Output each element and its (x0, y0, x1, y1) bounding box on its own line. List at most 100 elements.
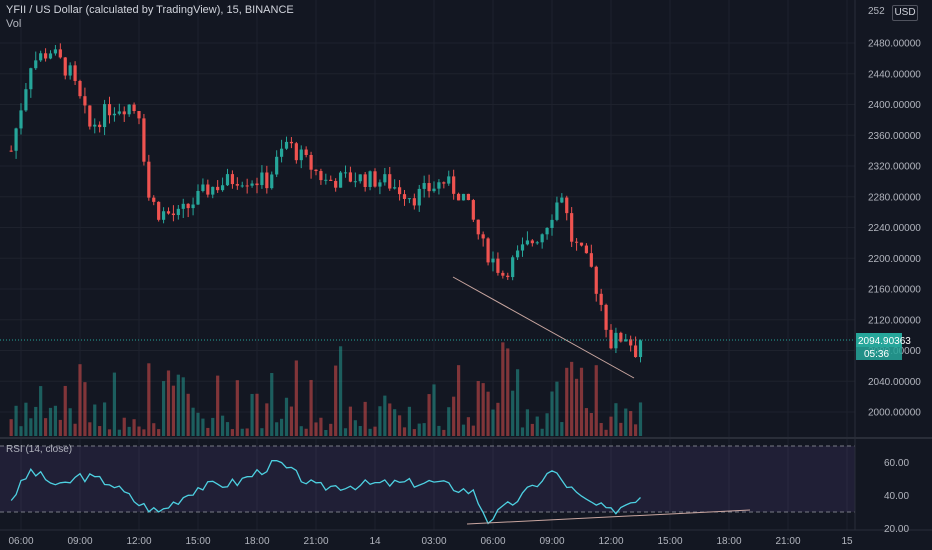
volume-bar (437, 425, 441, 436)
candle-body (402, 194, 407, 199)
candle-body (304, 149, 308, 155)
volume-bar (373, 426, 377, 436)
candle-body (117, 111, 121, 114)
candle-body (24, 89, 28, 111)
current-price-marker: 2094.90363 05:36 (856, 333, 911, 360)
volume-bar (166, 370, 171, 436)
candle-body (501, 272, 505, 276)
candle-body (624, 339, 628, 342)
candle-body (461, 193, 466, 201)
volume-bar (53, 405, 58, 436)
volume-bar (515, 369, 520, 436)
candle-body (412, 198, 416, 206)
currency-button[interactable]: USD (892, 5, 918, 21)
candle-body (225, 174, 230, 186)
price-axis-label: 2000.00000 (868, 408, 921, 419)
candle-body (368, 171, 372, 187)
volume-bar (422, 423, 426, 436)
volume-bar (432, 384, 436, 436)
volume-bar (363, 401, 367, 436)
candle-body (353, 181, 357, 183)
volume-bar (176, 374, 180, 436)
volume-bar (142, 429, 146, 436)
candle-body (93, 124, 97, 127)
candle-body (107, 104, 112, 116)
candle-body (378, 182, 382, 187)
candle-body (98, 124, 102, 128)
volume-bar (530, 423, 534, 436)
price-axis-label: 2040.00000 (868, 377, 921, 388)
price-axis-label: 2240.00000 (868, 223, 921, 234)
rsi-label[interactable]: RSI (14, close) (6, 444, 73, 455)
volume-bar (39, 386, 43, 436)
volume-bar (334, 365, 338, 436)
volume-bar (407, 406, 412, 436)
candle-body (456, 193, 461, 201)
volume-bar (93, 404, 97, 436)
candle-body (48, 53, 53, 59)
volume-bar (402, 427, 407, 436)
rsi-trendline[interactable] (466, 509, 751, 525)
volume-bar (466, 417, 471, 436)
time-axis-label: 15:00 (657, 536, 682, 547)
volume-bar (570, 361, 574, 436)
candle-body (383, 174, 387, 183)
candle-body (319, 171, 323, 181)
volume-bar (314, 422, 318, 436)
volume-bar (299, 426, 303, 436)
volume-bar (260, 428, 264, 436)
candle-body (255, 183, 259, 186)
time-axis-label: 15:00 (185, 536, 210, 547)
candle-body (132, 104, 136, 112)
volume-bar (34, 406, 38, 436)
price-axis-label: 2320.00000 (868, 162, 921, 173)
candle-body (137, 111, 141, 119)
volume-bar (230, 429, 235, 436)
candle-body (432, 188, 436, 192)
volume-bar (476, 381, 480, 436)
volume-bar (442, 429, 446, 436)
volume-bar (122, 417, 126, 436)
candle-body (58, 49, 62, 58)
candle-body (604, 304, 608, 330)
candle-body (240, 185, 244, 187)
volume-bar (471, 425, 475, 436)
volume-bar (550, 391, 554, 436)
countdown-label: 05:36 (864, 349, 889, 360)
volume-bar (157, 429, 161, 436)
volume-bar (560, 422, 564, 436)
volume-bar (481, 383, 485, 436)
time-axis-label: 18:00 (244, 536, 269, 547)
candle-body (294, 143, 298, 161)
symbol-title[interactable]: YFII / US Dollar (calculated by TradingV… (6, 4, 294, 16)
price-axis-labels[interactable]: 2480.00000 2440.00000 2400.00000 2360.00000… (868, 39, 921, 419)
volume-bar (279, 418, 284, 436)
volume-bar (638, 402, 643, 436)
candle-body (629, 339, 633, 346)
volume-bar (397, 415, 402, 436)
volume-bar (24, 402, 28, 436)
candle-body (584, 245, 589, 254)
volume-bar (255, 393, 259, 436)
candle-body (334, 180, 338, 188)
volume-bar (629, 411, 633, 436)
volume-bar (358, 426, 362, 436)
volume-bar (599, 423, 603, 436)
candle-body (579, 242, 584, 246)
volume-bar (383, 395, 387, 436)
candle-body (284, 141, 289, 149)
candle-body (112, 113, 117, 116)
volume-bar (147, 363, 151, 436)
price-trendline[interactable] (452, 276, 635, 379)
candle-body (506, 275, 510, 278)
volume-bar (201, 418, 205, 436)
candle-body (324, 179, 328, 181)
volume-bar (520, 427, 525, 436)
volume-bar (525, 409, 530, 436)
rsi-axis-labels[interactable]: 60.00 40.00 20.00 (884, 458, 909, 535)
candle-body (594, 266, 598, 294)
time-axis-labels[interactable]: 06:00 09:00 12:00 15:00 18:00 21:00 14 03:00 06:… (8, 536, 853, 547)
volume-bar (619, 422, 623, 436)
volume-bar (137, 426, 141, 436)
